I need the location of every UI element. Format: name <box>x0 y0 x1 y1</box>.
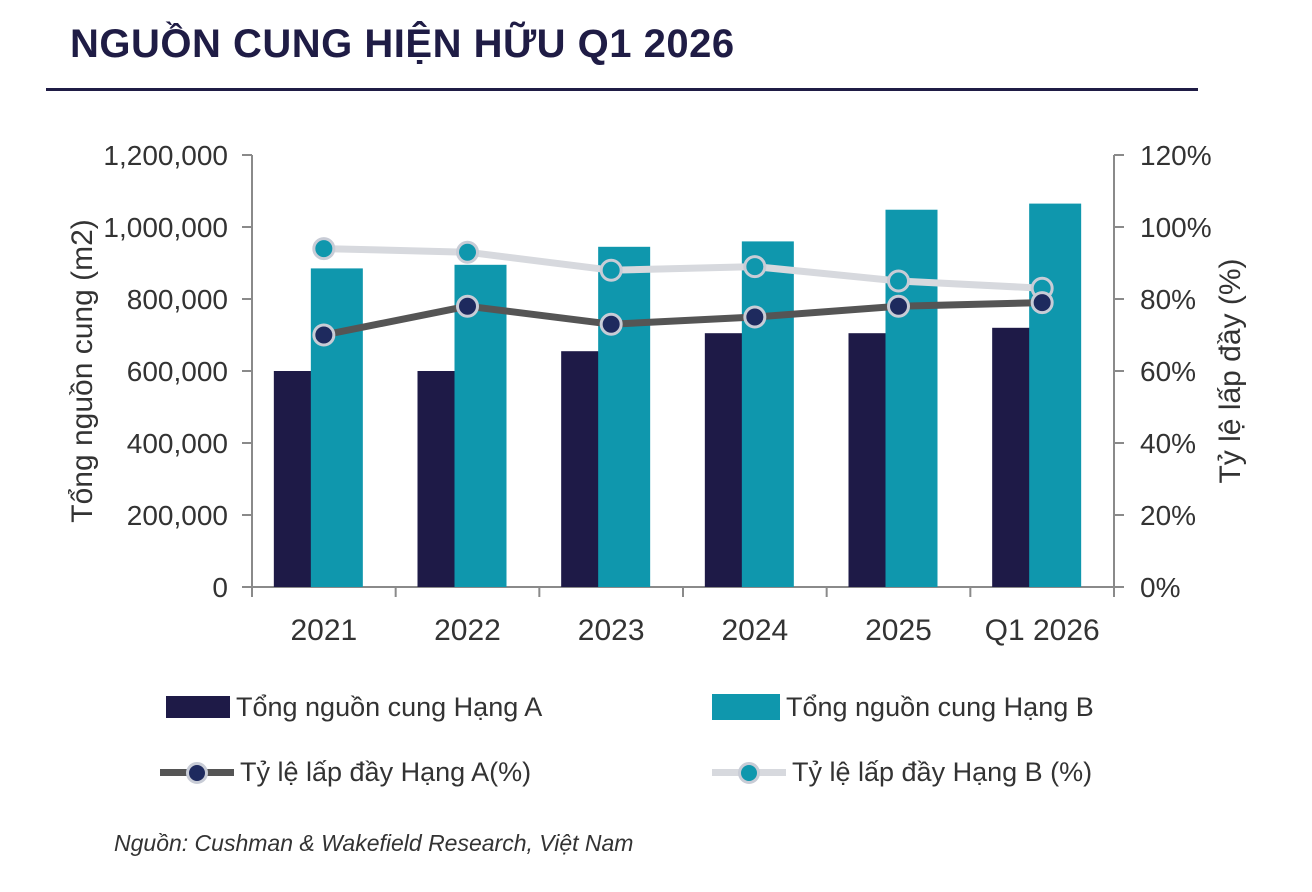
x-axis-tick-label: 2024 <box>721 614 788 647</box>
left-axis-tick-label: 800,000 <box>127 284 228 315</box>
point-grade-a-occupancy <box>312 323 336 347</box>
bar-grade-b-supply <box>454 264 507 587</box>
bar-grade-b-supply <box>741 241 794 587</box>
x-axis-tick-label: 2025 <box>865 614 932 647</box>
x-axis-tick-label: 2022 <box>434 614 501 647</box>
right-axis-tick-label: 60% <box>1140 356 1196 387</box>
right-axis-tick-label: 20% <box>1140 500 1196 531</box>
right-axis-tick-label: 120% <box>1140 140 1212 171</box>
bar-grade-b-supply <box>598 246 651 588</box>
point-grade-a-occupancy <box>743 305 767 329</box>
right-axis-tick-label: 0% <box>1140 572 1180 603</box>
left-axis-tick-label: 600,000 <box>127 356 228 387</box>
left-axis-tick-label: 200,000 <box>127 500 228 531</box>
point-grade-b-occupancy <box>743 255 767 279</box>
point-grade-a-occupancy <box>887 294 910 318</box>
point-grade-b-occupancy <box>312 237 336 261</box>
point-grade-b-occupancy <box>887 269 910 293</box>
left-axis-tick-label: 1,000,000 <box>103 212 228 243</box>
left-axis-tick-label: 400,000 <box>127 428 228 459</box>
chart-title: NGUỒN CUNG HIỆN HỮU Q1 2026 <box>70 22 735 66</box>
left-axis-tick-label: 0 <box>212 572 228 603</box>
line-grade-a-occupancy <box>320 299 1046 339</box>
point-grade-a-occupancy <box>1030 291 1054 315</box>
left-axis-tick-label: 1,200,000 <box>103 140 228 171</box>
point-grade-b-occupancy <box>456 240 479 264</box>
bar-grade-b-supply <box>1029 203 1082 587</box>
bar-grade-b-supply <box>310 268 363 587</box>
point-grade-b-occupancy <box>599 258 623 282</box>
title-divider <box>46 88 1198 91</box>
source-note: Nguồn: Cushman & Wakefield Research, Việ… <box>114 830 634 856</box>
point-grade-a-occupancy <box>599 312 623 336</box>
right-axis-tick-label: 40% <box>1140 428 1196 459</box>
x-axis-tick-label: Q1 2026 <box>985 614 1100 647</box>
left-axis-title: Tổng nguồn cung (m2) <box>66 219 99 523</box>
right-axis-tick-label: 100% <box>1140 212 1212 243</box>
bar-grade-b-supply <box>885 209 938 587</box>
right-axis-title: Tỷ lệ lấp đầy (%) <box>1214 258 1247 483</box>
point-grade-a-occupancy <box>456 294 479 318</box>
line-grade-b-occupancy <box>320 245 1046 292</box>
right-axis-tick-label: 80% <box>1140 284 1196 315</box>
x-axis-tick-label: 2023 <box>578 614 645 647</box>
x-axis-tick-label: 2021 <box>290 614 357 647</box>
